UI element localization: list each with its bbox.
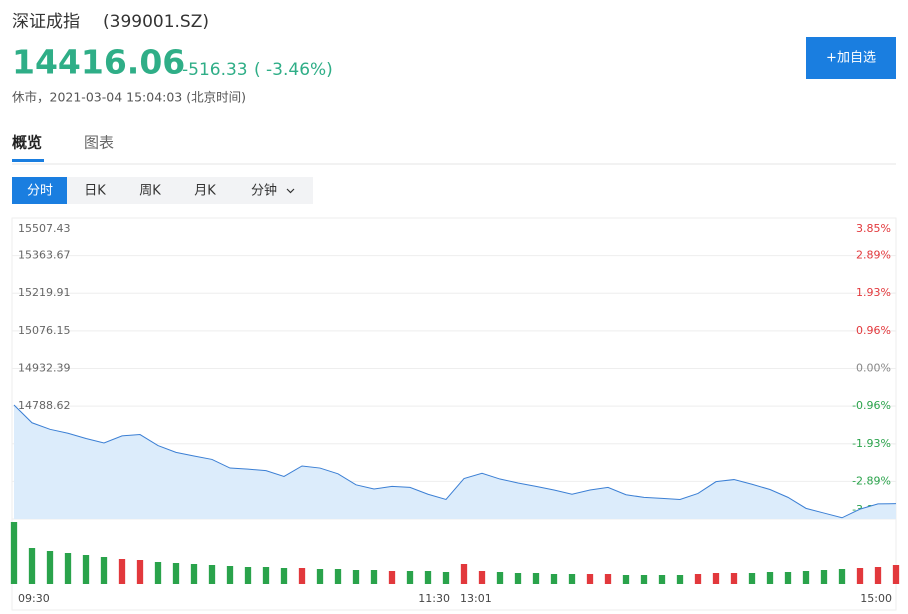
volume-bar: [334, 569, 342, 584]
volume-bar: [190, 564, 198, 584]
x-tick-label: 09:30: [18, 592, 50, 605]
chevron: [286, 188, 295, 194]
volume-bar: [802, 571, 810, 584]
volume-bar: [586, 574, 594, 584]
y2-tick-label: -2.89%: [852, 474, 891, 487]
volume-bar: [298, 568, 306, 584]
y2-tick-label: 3.85%: [856, 222, 891, 235]
y2-tick-label: 0.96%: [856, 324, 891, 337]
y2-tick-label: 2.89%: [856, 249, 891, 262]
volume-bar: [640, 575, 648, 584]
volume-bar: [442, 572, 450, 584]
y-tick-label: 14932.39: [18, 361, 71, 374]
y2-tick-label: -1.93%: [852, 437, 891, 450]
price: 14416.06: [12, 43, 185, 82]
y2-tick-label: 0.00%: [856, 362, 891, 375]
volume-bar: [622, 575, 630, 584]
y-tick-label: 15076.15: [18, 324, 71, 337]
tab[interactable]: 图表: [84, 134, 114, 152]
period[interactable]: 分钟: [251, 183, 277, 199]
volume-bar: [208, 565, 216, 584]
y2-tick-label: -0.96%: [852, 399, 891, 412]
y-tick-label: 15363.67: [18, 249, 71, 262]
volume-bar: [874, 567, 882, 584]
x-tick-label: 15:00: [860, 592, 892, 605]
volume-bar: [388, 571, 396, 584]
y2-tick-label: 1.93%: [856, 286, 891, 299]
volume-bar: [532, 573, 540, 584]
volume-bar: [694, 574, 702, 584]
price-area: [14, 404, 896, 519]
volume-bar: [280, 568, 288, 584]
volume-bar: [658, 575, 666, 584]
period[interactable]: 日K: [84, 184, 106, 199]
volume-bar: [370, 570, 378, 584]
volume-bar: [550, 574, 558, 584]
volume-bar: [604, 574, 612, 584]
volume-bar: [730, 573, 738, 584]
volume-bar: [226, 566, 234, 584]
volume-bar: [568, 574, 576, 584]
volume-bar: [676, 575, 684, 584]
volume-bar: [46, 551, 54, 584]
volume-bar: [784, 572, 792, 584]
tab[interactable]: 概览: [12, 134, 42, 152]
volume-bar: [154, 562, 162, 584]
period[interactable]: 周K: [139, 184, 161, 199]
volume-bar: [478, 571, 486, 584]
volume-bar: [460, 564, 468, 584]
volume-bar: [424, 571, 432, 584]
volume-bar: [748, 573, 756, 584]
volume-bar: [28, 548, 36, 584]
volume-bar: [136, 560, 144, 584]
y-tick-label: 15219.91: [18, 286, 71, 299]
volume-bar: [820, 570, 828, 584]
add-button-label[interactable]: +加自选: [826, 51, 876, 66]
volume-bar: [262, 567, 270, 584]
volume-bar: [172, 563, 180, 584]
add-button[interactable]: [806, 37, 896, 79]
period[interactable]: 月K: [194, 184, 216, 199]
tab-underline: [12, 159, 44, 162]
volume-bar: [10, 522, 18, 584]
volume-bar: [496, 572, 504, 584]
volume-bar: [100, 557, 108, 584]
x-tick-label: 13:01: [460, 592, 492, 605]
volume-bar: [118, 559, 126, 584]
y-tick-label: 14788.62: [18, 399, 71, 412]
volume-bar: [406, 571, 414, 584]
volume-bar: [316, 569, 324, 584]
volume-bar: [244, 567, 252, 584]
volume-bar: [64, 553, 72, 584]
index-name: 深证成指: [12, 12, 80, 32]
index-code: (399001.SZ): [103, 12, 209, 32]
chart-frame: [11, 217, 897, 611]
period-active[interactable]: [12, 177, 67, 204]
volume-bar: [82, 555, 90, 584]
change: -516.33: [182, 60, 248, 80]
volume-bar: [352, 570, 360, 584]
change-pct: ( -3.46%): [254, 60, 333, 80]
volume-bar: [838, 569, 846, 584]
x-tick-label: 11:30: [418, 592, 450, 605]
volume-bar: [766, 572, 774, 584]
volume-bar: [892, 565, 900, 584]
volume-bar: [712, 573, 720, 584]
period[interactable]: 分时: [27, 184, 53, 199]
status: 休市，2021-03-04 15:04:03 (北京时间): [12, 90, 246, 105]
volume-bar: [856, 568, 864, 584]
price-line: [13, 404, 897, 519]
volume-bar: [514, 573, 522, 584]
y-tick-label: 15507.43: [18, 222, 71, 235]
